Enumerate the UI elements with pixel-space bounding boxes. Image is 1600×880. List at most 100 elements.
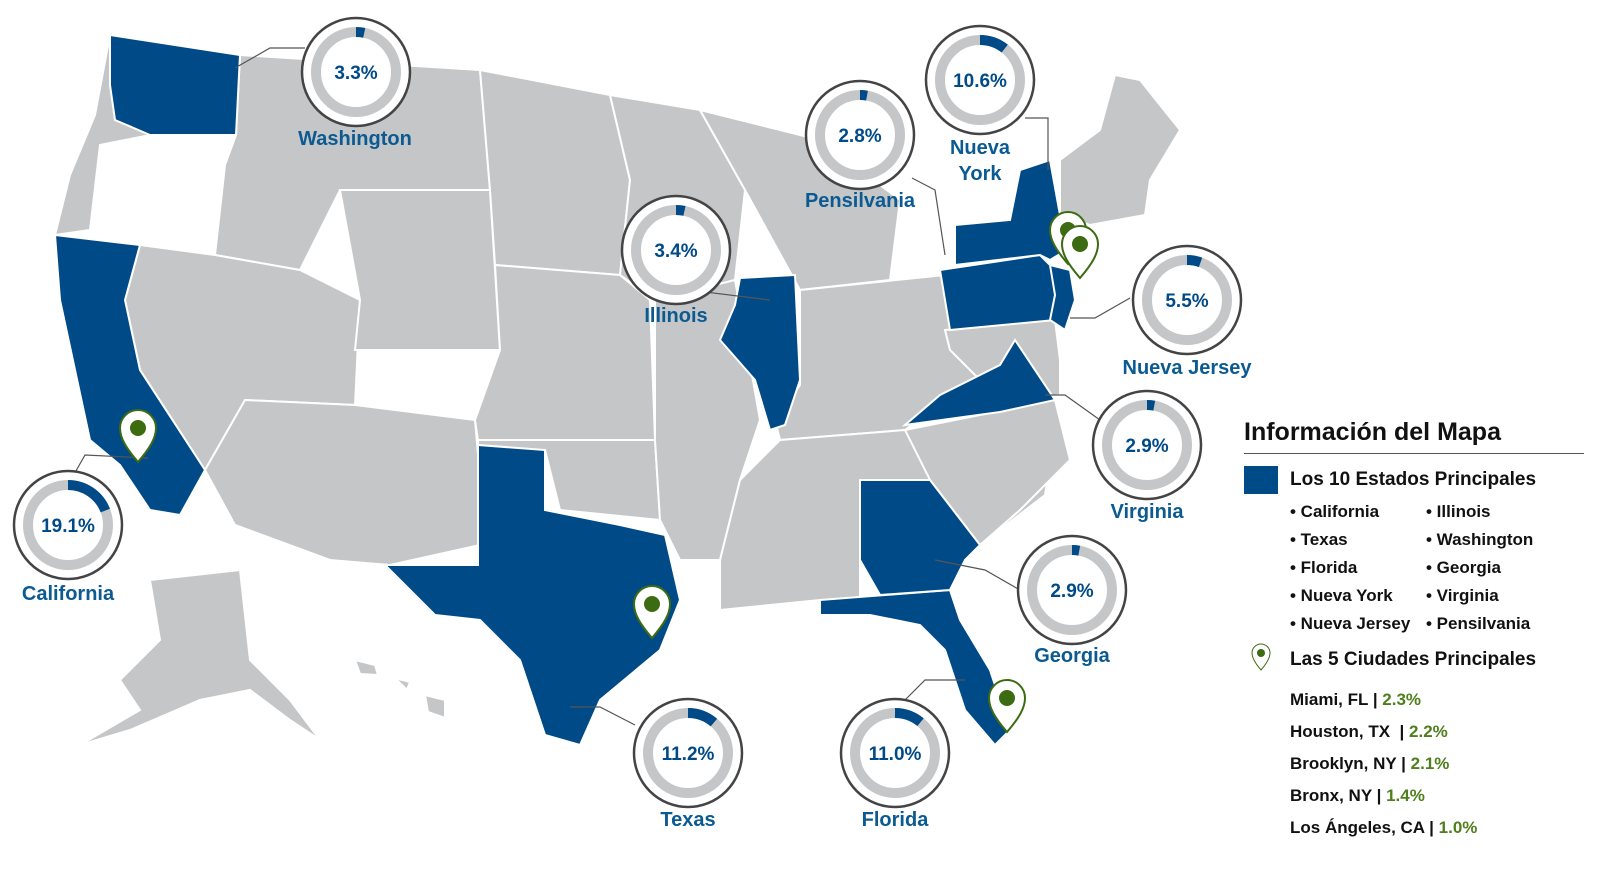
legend-state-item: • Washington	[1426, 530, 1534, 549]
state-california[interactable]	[53, 233, 207, 517]
state-dakotas[interactable]	[478, 68, 632, 277]
state-arizona-newmexico[interactable]	[203, 398, 482, 567]
label-nueva-jersey: Nueva Jersey	[1123, 357, 1253, 379]
donut-percent-label: 11.0%	[869, 744, 922, 765]
city-value: 1.4%	[1386, 786, 1425, 805]
legend-state-item: • Illinois	[1426, 502, 1491, 521]
donut-virginia[interactable]: 2.9%	[1091, 389, 1203, 501]
legend-top-states-header: Los 10 Estados Principales	[1244, 466, 1584, 494]
donut-value-arc	[23, 480, 113, 570]
legend-top-states-label: Los 10 Estados Principales	[1290, 469, 1537, 490]
donut-value-arc	[1142, 255, 1232, 345]
city-value: 2.1%	[1410, 754, 1450, 773]
city-value: 2.3%	[1382, 690, 1422, 709]
legend-title: Información del Mapa	[1244, 418, 1501, 446]
city-separator: |	[1368, 690, 1383, 709]
city-separator: |	[1390, 722, 1410, 741]
donut-value-arc	[643, 708, 733, 798]
city-value: 1.0%	[1438, 818, 1478, 837]
blue-swatch-icon	[1244, 466, 1278, 494]
legend-state-item: • Georgia	[1426, 558, 1501, 577]
state-hawaii[interactable]	[353, 658, 446, 720]
donut-value-arc	[311, 27, 401, 117]
pin-los-angeles-icon[interactable]	[118, 409, 158, 464]
legend-city-item: Los Ángeles, CA | 1.0%	[1290, 812, 1584, 844]
donut-california[interactable]: 19.1%	[12, 469, 124, 581]
donut-florida[interactable]: 11.0%	[839, 697, 951, 809]
state-texas[interactable]	[382, 443, 682, 747]
map-legend: Información del Mapa Los 10 Estados Prin…	[1244, 418, 1584, 844]
state-wyoming-colorado[interactable]	[338, 189, 502, 351]
label-california: California	[22, 583, 115, 605]
legend-state-item: • Virginia	[1426, 586, 1499, 605]
legend-state-item: • Texas	[1290, 530, 1348, 549]
legend-state-item: • Florida	[1290, 558, 1358, 577]
state-illinois[interactable]	[718, 273, 802, 432]
legend-state-item: • Pensilvania	[1426, 614, 1531, 633]
city-name: Miami, FL	[1290, 690, 1369, 709]
donut-nueva-jersey[interactable]: 5.5%	[1131, 244, 1243, 356]
donut-value-arc	[1102, 400, 1192, 490]
donut-percent-label: 3.4%	[654, 241, 697, 262]
pin-houston-icon[interactable]	[632, 585, 672, 640]
donut-percent-label: 2.9%	[1050, 581, 1093, 602]
map-noncontiguous	[79, 568, 446, 746]
city-name: Bronx, NY	[1290, 786, 1372, 805]
state-georgia[interactable]	[859, 479, 982, 597]
donut-percent-label: 2.9%	[1125, 436, 1168, 457]
legend-top-cities-header: Las 5 Ciudades Principales	[1244, 642, 1584, 678]
donut-pensilvania[interactable]: 2.8%	[804, 79, 916, 191]
donut-illinois[interactable]: 3.4%	[620, 194, 732, 306]
legend-top-cities-label: Las 5 Ciudades Principales	[1290, 649, 1537, 670]
state-new-england[interactable]	[1059, 73, 1182, 227]
donut-value-arc	[1027, 545, 1117, 635]
state-new-jersey[interactable]	[1048, 263, 1077, 332]
legend-city-item: Houston, TX | 2.2%	[1290, 716, 1584, 748]
state-donuts: 19.1% 11.2% 11.0% 10.6% 5.5% 3.4% 3.3% 2.9% 2.9%…	[12, 16, 1243, 809]
donut-value-arc	[815, 90, 905, 180]
state-florida[interactable]	[819, 588, 1012, 747]
donut-percent-label: 19.1%	[41, 516, 95, 537]
donut-texas[interactable]: 11.2%	[632, 697, 744, 809]
leader-lines	[71, 47, 1131, 726]
donut-georgia[interactable]: 2.9%	[1016, 534, 1128, 646]
donut-percent-label: 5.5%	[1165, 291, 1208, 312]
legend-state-item: • California	[1290, 502, 1380, 521]
pin-brooklyn-icon[interactable]	[1060, 225, 1100, 280]
state-pennsylvania[interactable]	[938, 253, 1056, 332]
state-nebraska-kansas[interactable]	[473, 263, 657, 441]
state-virginia[interactable]	[901, 338, 1057, 427]
label-florida: Florida	[862, 809, 930, 831]
label-virginia: Virginia	[1111, 501, 1185, 523]
legend-states-list: • California • Illinois • Texas • Washin…	[1290, 502, 1584, 634]
map-top-states	[53, 33, 1077, 747]
city-value: 2.2%	[1409, 722, 1448, 741]
city-name: Houston, TX	[1290, 722, 1391, 741]
label-georgia: Georgia	[1034, 645, 1110, 667]
label-texas: Texas	[660, 809, 715, 831]
city-separator: |	[1371, 786, 1387, 805]
city-separator: |	[1396, 754, 1411, 773]
legend-city-item: Brooklyn, NY | 2.1%	[1290, 748, 1584, 780]
state-washington[interactable]	[109, 33, 242, 136]
donut-washington[interactable]: 3.3%	[300, 16, 412, 128]
donut-value-arc	[631, 205, 721, 295]
pin-miami-icon[interactable]	[987, 679, 1027, 734]
label-washington: Washington	[298, 128, 412, 150]
state-alaska[interactable]	[79, 568, 321, 746]
donut-nueva-york[interactable]: 10.6%	[924, 24, 1036, 136]
label-nueva-york-line2: York	[959, 163, 1003, 185]
donut-value-arc	[850, 708, 940, 798]
legend-state-item: • Nueva Jersey	[1290, 614, 1411, 633]
donut-percent-label: 11.2%	[662, 744, 715, 765]
city-name: Los Ángeles, CA	[1290, 818, 1425, 837]
label-pensilvania: Pensilvania	[805, 190, 916, 212]
donut-value-arc	[935, 35, 1025, 125]
label-nueva-york-line1: Nueva	[950, 137, 1011, 159]
legend-divider	[1244, 453, 1584, 454]
label-illinois: Illinois	[644, 305, 707, 327]
legend-city-item: Miami, FL | 2.3%	[1290, 684, 1584, 716]
legend-cities-list: Miami, FL | 2.3% Houston, TX | 2.2% Broo…	[1290, 684, 1584, 844]
city-separator: |	[1424, 818, 1439, 837]
